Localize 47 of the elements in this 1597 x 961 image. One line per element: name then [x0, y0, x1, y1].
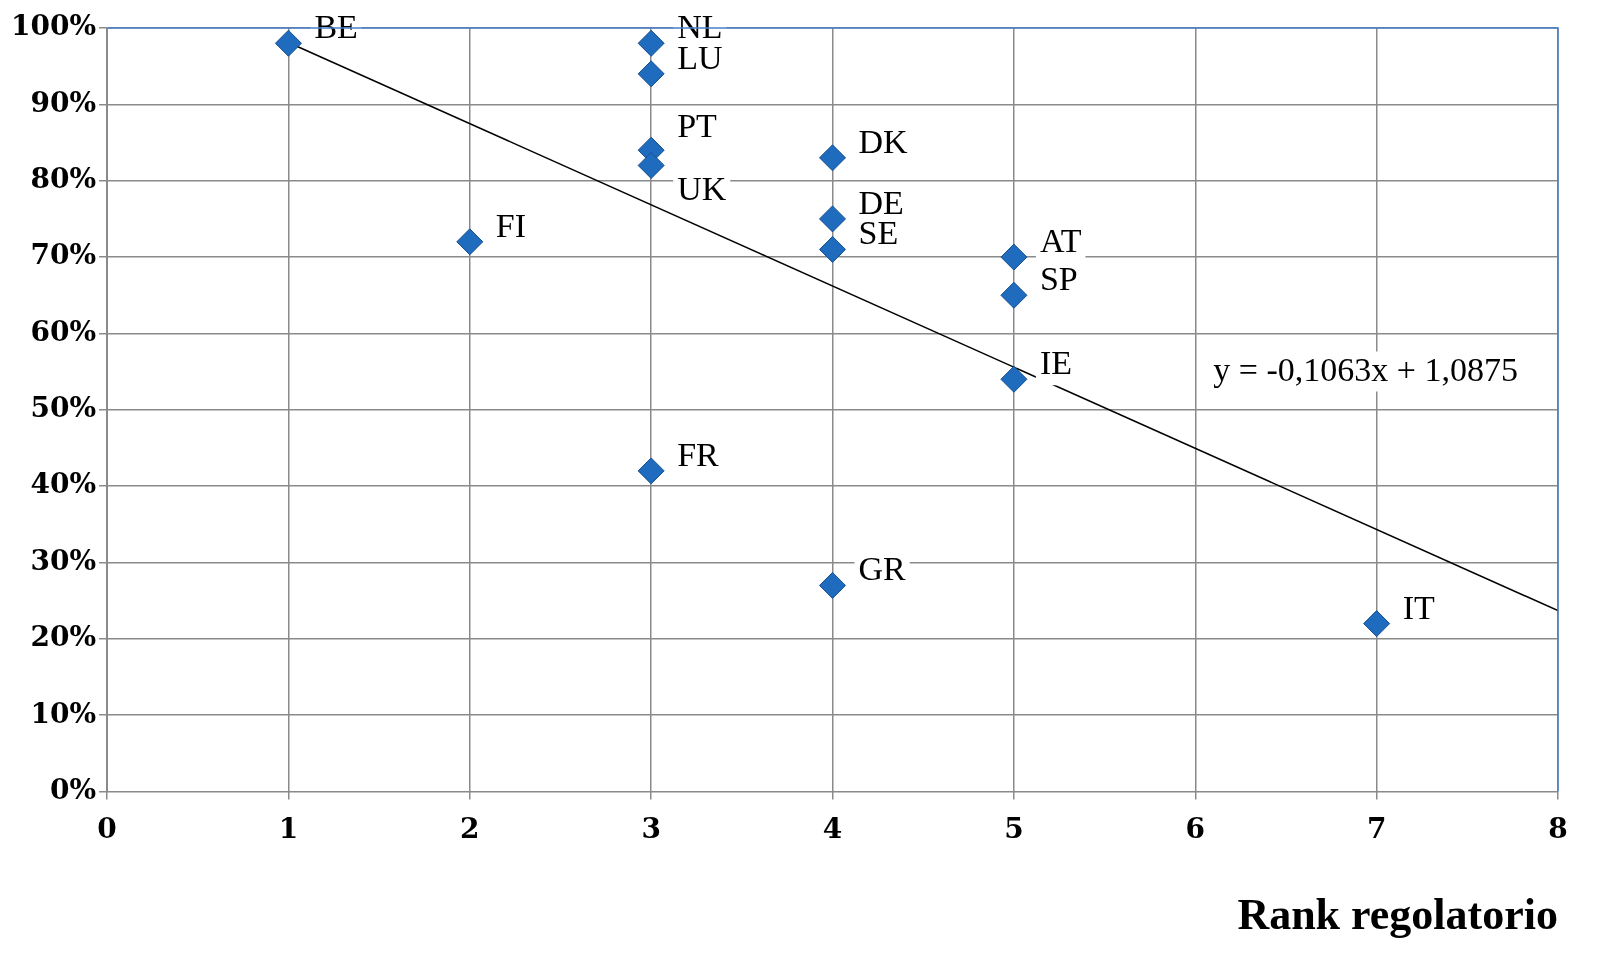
y-tick-label: 0%	[49, 772, 97, 806]
y-tick-label: 20%	[30, 620, 97, 654]
point	[819, 205, 847, 233]
x-tick-label: 1	[278, 811, 299, 845]
y-tick-label: 60%	[30, 314, 97, 348]
annotation: DK	[858, 122, 909, 160]
point	[819, 571, 847, 599]
point	[637, 29, 665, 57]
point	[1000, 243, 1028, 271]
annotation: SP	[1039, 260, 1078, 298]
y-tick-label: 70%	[30, 238, 97, 272]
point	[456, 228, 484, 256]
point	[274, 29, 302, 57]
y-tick-label: 30%	[30, 543, 97, 577]
annotation: PT	[677, 107, 718, 145]
point	[819, 144, 847, 172]
x-tick-label: 7	[1366, 811, 1387, 845]
x-tick-label: 5	[1004, 811, 1024, 845]
point	[1000, 365, 1028, 393]
point	[637, 457, 665, 485]
annotation: y = -0,1063x + 1,0875	[1213, 350, 1518, 388]
annotation: FI	[495, 206, 527, 244]
x-tick-label: 6	[1185, 811, 1206, 845]
annotation: GR	[858, 550, 907, 588]
point	[1363, 610, 1391, 638]
point	[1000, 281, 1028, 309]
x-axis-title: Rank regolatorio	[1237, 889, 1558, 939]
point	[637, 151, 665, 179]
annotation: UK	[677, 170, 727, 208]
x-tick-label: 4	[822, 811, 843, 845]
y-tick-label: 50%	[30, 391, 97, 425]
annotation: BE	[314, 8, 358, 46]
x-tick-label: 2	[460, 811, 480, 845]
point	[819, 235, 847, 263]
point	[637, 60, 665, 88]
y-tick-label: 100%	[10, 9, 97, 43]
x-tick-label: 0	[97, 811, 117, 845]
y-tick-label: 40%	[30, 467, 97, 501]
y-tick-label: 10%	[30, 696, 97, 730]
annotation: IE	[1039, 344, 1072, 382]
x-tick-label: 8	[1548, 811, 1568, 845]
x-tick-label: 3	[641, 811, 661, 845]
y-tick-label: 90%	[30, 85, 97, 119]
y-tick-label: 80%	[30, 162, 97, 195]
annotation: AT	[1039, 222, 1082, 259]
annotation: IT	[1402, 588, 1435, 626]
annotation: FR	[677, 435, 720, 473]
